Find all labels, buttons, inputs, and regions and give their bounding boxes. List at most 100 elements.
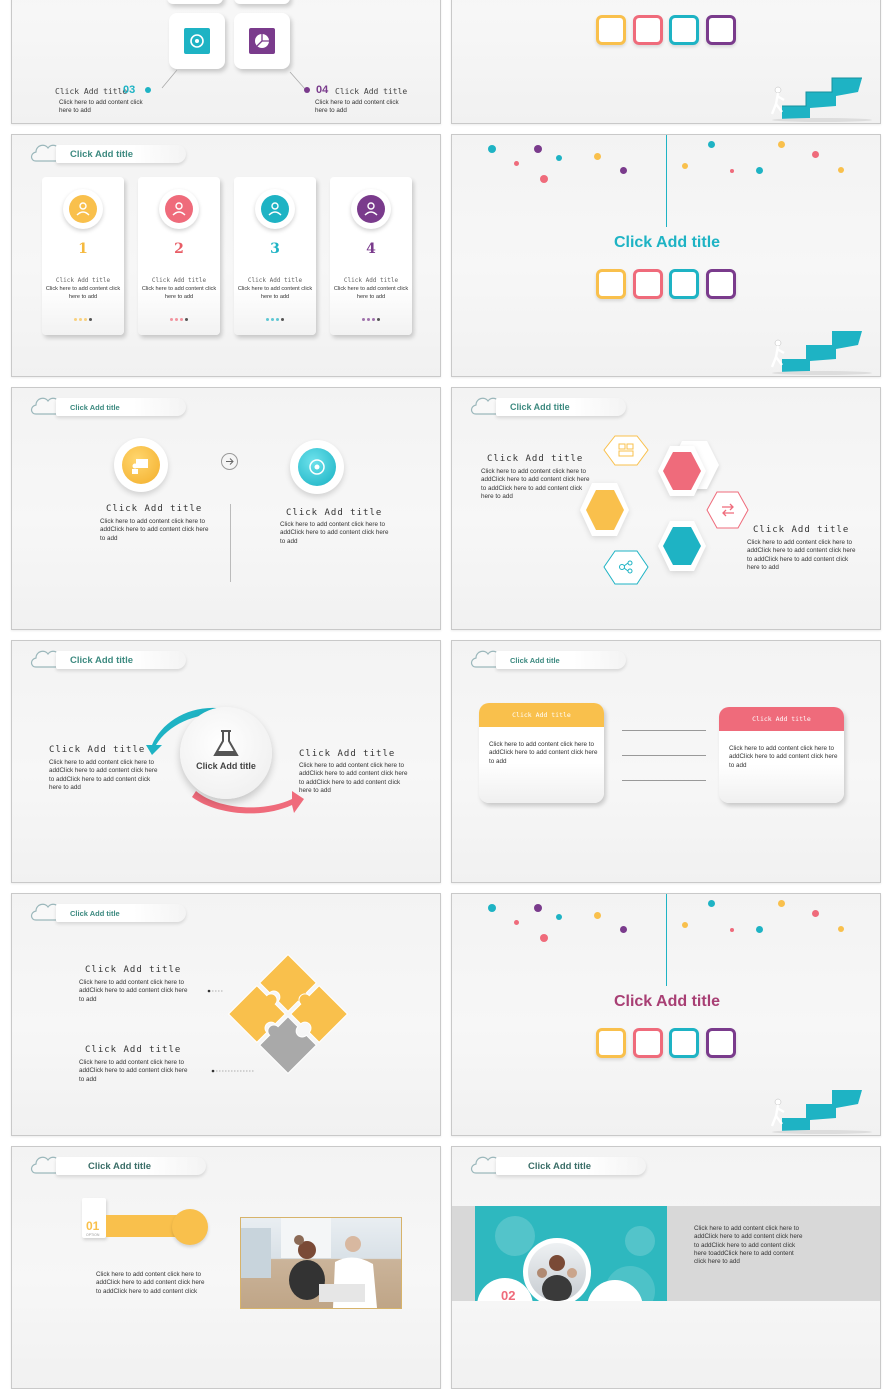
right-body: Click here to add content click here to … [299,762,408,794]
left-box-body: Click here to add content click here to … [489,741,598,765]
pager-dots [330,318,412,321]
slide-8[interactable]: Click Add title Click Add title Click he… [451,640,881,883]
slide-10[interactable]: Click Add title [451,893,881,1136]
body-2: Click here to add content click here to … [79,1059,188,1083]
tile-a [167,0,223,4]
slide-12[interactable]: Click Add title 02 Click here to add con… [451,1146,881,1389]
slide-11[interactable]: Click Add title 01 OPTION Click here to … [11,1146,441,1389]
body-1: Click here to add content click here to … [79,979,188,1003]
card-body: Click here to add content click here to … [237,286,313,300]
option-tab [82,1198,106,1238]
option-number: 01 [86,1219,100,1233]
title-1: Click Add title [85,965,182,975]
slide-5[interactable]: Click Add title Click Add title Click he… [11,387,441,630]
right-box: Click Add title Click here to add conten… [719,707,844,803]
feature-card[interactable]: 4 Click Add title Click here to add conten… [330,177,412,335]
card-title: Click Add title [151,277,207,284]
left-title: Click Add title [49,745,146,755]
feature-card[interactable]: 1 Click Add title Click here to add conten… [42,177,124,335]
left-body: Click here to add content click here to … [49,759,158,791]
tile-teal [169,13,225,69]
white-circle-left [477,1278,533,1301]
left-box-title: Click Add title [479,703,604,727]
hand-gear-icon [165,195,193,223]
card-body: Click here to add content click here to … [45,286,121,300]
stairs-climber-icon [768,1090,872,1134]
slide-4[interactable]: Click Add title [451,134,881,377]
feature-card[interactable]: 3 Click Add title Click here to add conten… [234,177,316,335]
pager-dot [79,318,82,321]
option-bar [106,1215,186,1237]
card-number: 1 [78,241,88,257]
teal-panel: 02 [475,1206,667,1301]
body-04: Click here to add content click here to … [315,99,399,115]
white-circle-right [587,1280,643,1301]
card-icon [261,195,289,223]
slide-header: Click Add title [28,139,186,167]
card-number: 3 [270,241,280,257]
square-teal [669,1028,699,1058]
card-title: Click Add title [343,277,399,284]
garland-dot [620,926,627,933]
garland-dot [812,910,819,917]
icon-ring [159,189,199,229]
stairs-climber-icon [768,77,872,122]
connector-lines [145,69,310,93]
pager-dot [89,318,92,321]
yellow-circle [114,438,168,492]
feature-card[interactable]: 2 Click Add title Click here to add conten… [138,177,220,335]
title-2: Click Add title [85,1045,182,1055]
card-title: Click Add title [55,277,111,284]
garland-dot [488,904,496,912]
connector-line-1 [622,730,706,731]
garland-dot [514,920,519,925]
grid-layout-icon [618,443,634,457]
garland-dot [778,900,785,907]
hanging-line [666,894,667,986]
connector-line-2 [622,755,706,756]
garland-dot [620,167,627,174]
left-body: Click here to add content click here to … [100,518,209,542]
pager-dot [84,318,87,321]
pager-dot [377,318,380,321]
garland-dot [812,151,819,158]
step-number: 02 [501,1288,516,1301]
garland-dot [540,934,548,942]
garland-dot [778,141,785,148]
center-label: Click Add title [196,761,256,771]
square-pink [633,1028,663,1058]
arrow-right-icon [221,453,238,470]
refresh-icon [309,459,325,475]
slide-3[interactable]: Click Add title 1 Click Add title Click he… [11,134,441,377]
slide-title: Click Add title [613,993,721,1010]
option-body: Click here to add content click here to … [96,1271,205,1295]
pager-dot [74,318,77,321]
hexagon-cluster [580,435,749,585]
square-purple [706,15,736,45]
garland-dot [534,904,542,912]
pager-dots [42,318,124,321]
slide-7[interactable]: Click Add title Click Add title Click Ad… [11,640,441,883]
panel-body: Click here to add content click here to … [694,1225,803,1266]
garland-dot [682,922,688,928]
slide-9[interactable]: Click Add title Click Add title Click he… [11,893,441,1136]
pager-dots [138,318,220,321]
connector-line-3 [622,780,706,781]
garland-dot [594,912,601,919]
slide-6[interactable]: Click Add title Click Add title Click he… [451,387,881,630]
header-title: Click Add title [88,1161,151,1172]
slide-header: Click Add title [28,645,186,673]
slide-header: Click Add title [28,1151,206,1179]
slide-1[interactable]: Click Add title 03 Click here to add con… [11,0,441,124]
slide-2[interactable] [451,0,881,124]
garland-dot [594,153,601,160]
card-body: Click here to add content click here to … [333,286,409,300]
icon-ring [255,189,295,229]
pager-dot [271,318,274,321]
label-03: Click Add title [55,87,128,96]
garland-dot [708,900,715,907]
right-title: Click Add title [299,749,396,759]
pager-dot [362,318,365,321]
slide-header: Click Add title [468,392,626,420]
garland-dot [514,161,519,166]
